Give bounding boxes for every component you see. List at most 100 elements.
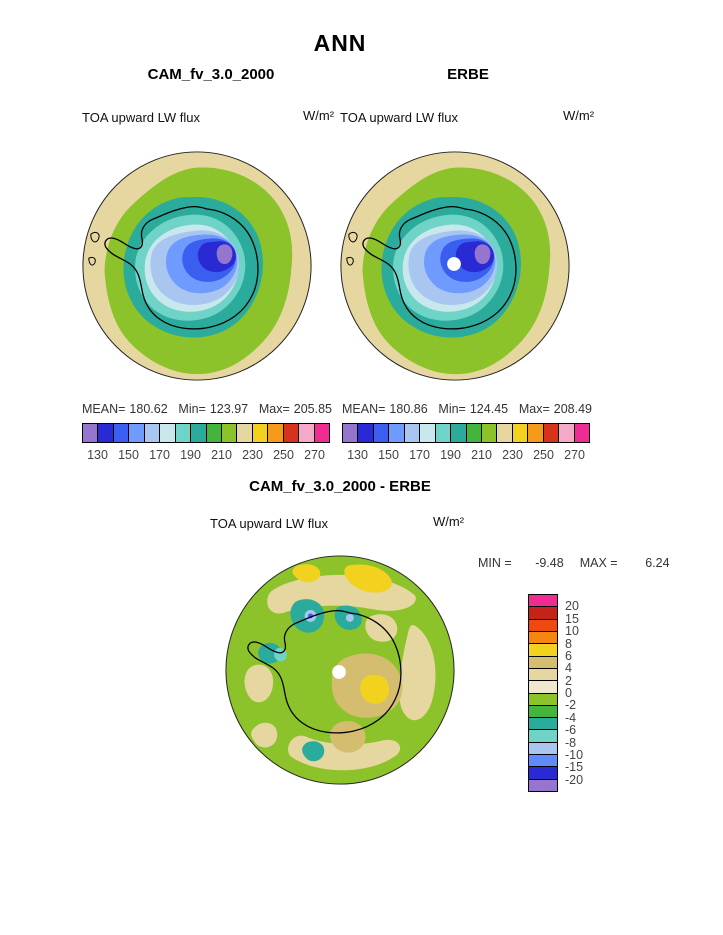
- stat-mean-label: MEAN=: [82, 402, 126, 416]
- colorbar-cell: [529, 730, 557, 743]
- colorbar-cell: [529, 767, 557, 780]
- colorbar-cam: [82, 423, 330, 443]
- colorbar-cell: [144, 424, 161, 442]
- colorbar-labels-diff: 20 15 10 8 6 4 2 0 -2 -4 -6 -8 -10 -15 -20: [565, 594, 605, 792]
- colorbar-ticks-cam: 130 150 170 190 210 230 250 270: [82, 448, 330, 464]
- diff-max-label: MAX =: [579, 556, 618, 570]
- cam-polar-map: [79, 148, 315, 384]
- colorbar-cell: [497, 424, 513, 442]
- colorbar-boundary-label: -20: [565, 772, 584, 787]
- stats-line-cam: MEAN= 180.62 Min= 123.97 Max= 205.85: [82, 402, 332, 416]
- diff-max-value: 6.24: [645, 556, 670, 570]
- colorbar-cell: [113, 424, 130, 442]
- season-title: ANN: [313, 30, 367, 56]
- colorbar-cell: [574, 424, 589, 442]
- colorbar-cell: [451, 424, 467, 442]
- colorbar-tick-label: 210: [211, 448, 232, 462]
- colorbar-cell: [283, 424, 300, 442]
- colorbar-cell: [252, 424, 269, 442]
- stat-mean-label: MEAN=: [342, 402, 386, 416]
- colorbar-cell: [98, 424, 114, 442]
- colorbar-cell: [420, 424, 436, 442]
- diff-min-label: MIN =: [478, 556, 512, 570]
- colorbar-tick-label: 230: [242, 448, 263, 462]
- diff-min-value: -9.48: [535, 556, 564, 570]
- panel-title-diff: CAM_fv_3.0_2000 - ERBE: [249, 478, 431, 495]
- colorbar-tick-label: 270: [564, 448, 585, 462]
- colorbar-boundary-label: -2: [565, 698, 577, 713]
- stat-max-value: 208.49: [553, 402, 592, 416]
- colorbar-erbe: [342, 423, 590, 443]
- colorbar-tick-label: 250: [273, 448, 294, 462]
- stat-mean-value: 180.62: [129, 402, 168, 416]
- colorbar-diff: [528, 594, 558, 792]
- colorbar-cell: [529, 631, 557, 645]
- colorbar-cell: [529, 755, 557, 768]
- stat-max-label: Max=: [518, 402, 550, 416]
- colorbar-cell: [529, 693, 557, 706]
- stat-max-value: 205.85: [293, 402, 332, 416]
- colorbar-boundary-label: 15: [565, 611, 579, 626]
- colorbar-cell: [237, 424, 253, 442]
- units-label-erbe: W/m²: [563, 108, 595, 123]
- panel-title-erbe: ERBE: [447, 66, 489, 83]
- colorbar-cell: [529, 607, 557, 620]
- colorbar-cell: [529, 681, 557, 694]
- colorbar-cell: [529, 644, 557, 657]
- units-label-cam: W/m²: [303, 108, 335, 123]
- colorbar-tick-label: 130: [87, 448, 108, 462]
- colorbar-cell: [481, 424, 498, 442]
- stats-line-erbe: MEAN= 180.86 Min= 124.45 Max= 208.49: [342, 402, 592, 416]
- colorbar-tick-label: 130: [347, 448, 368, 462]
- colorbar-cell: [206, 424, 222, 442]
- colorbar-cell: [389, 424, 405, 442]
- colorbar-cell: [529, 718, 557, 731]
- colorbar-boundary-label: 10: [565, 624, 579, 639]
- erbe-polar-map: [337, 148, 573, 384]
- field-label-cam: TOA upward LW flux: [82, 110, 201, 125]
- colorbar-boundary-label: 2: [565, 673, 572, 688]
- colorbar-boundary-label: 6: [565, 648, 572, 663]
- colorbar-tick-label: 150: [378, 448, 399, 462]
- panel-title-cam: CAM_fv_3.0_2000: [147, 66, 275, 83]
- colorbar-cell: [529, 705, 557, 719]
- colorbar-cell: [191, 424, 207, 442]
- stat-min-label: Min=: [438, 402, 466, 416]
- colorbar-boundary-label: 8: [565, 636, 572, 651]
- colorbar-tick-label: 230: [502, 448, 523, 462]
- colorbar-cell: [512, 424, 529, 442]
- diff-minmax-line: MIN = -9.48 MAX = 6.24: [478, 556, 680, 570]
- colorbar-tick-label: 190: [180, 448, 201, 462]
- colorbar-boundary-label: -10: [565, 747, 584, 762]
- colorbar-cell: [358, 424, 374, 442]
- colorbar-cell: [466, 424, 482, 442]
- colorbar-boundary-label: -4: [565, 710, 577, 725]
- colorbar-boundary-label: -6: [565, 723, 577, 738]
- colorbar-boundary-label: 4: [565, 661, 572, 676]
- colorbar-cell: [529, 656, 557, 669]
- stat-min-label: Min=: [178, 402, 206, 416]
- stat-mean-value: 180.86: [389, 402, 428, 416]
- colorbar-cell: [543, 424, 560, 442]
- colorbar-cell: [529, 619, 557, 632]
- colorbar-cell: [529, 742, 557, 756]
- colorbar-cell: [299, 424, 315, 442]
- colorbar-cell: [559, 424, 575, 442]
- colorbar-cell: [404, 424, 421, 442]
- colorbar-tick-label: 170: [149, 448, 170, 462]
- colorbar-cell: [129, 424, 145, 442]
- colorbar-boundary-label: 20: [565, 599, 579, 614]
- field-label-erbe: TOA upward LW flux: [340, 110, 459, 125]
- colorbar-tick-label: 210: [471, 448, 492, 462]
- colorbar-cell: [221, 424, 238, 442]
- colorbar-boundary-label: 0: [565, 686, 572, 700]
- units-label-diff: W/m²: [433, 514, 465, 529]
- pole-data-gap: [447, 257, 461, 271]
- colorbar-cell: [373, 424, 390, 442]
- colorbar-cell: [343, 424, 359, 442]
- stat-max-label: Max=: [258, 402, 290, 416]
- colorbar-tick-label: 150: [118, 448, 139, 462]
- colorbar-cell: [268, 424, 284, 442]
- colorbar-cell: [314, 424, 329, 442]
- colorbar-cell: [83, 424, 99, 442]
